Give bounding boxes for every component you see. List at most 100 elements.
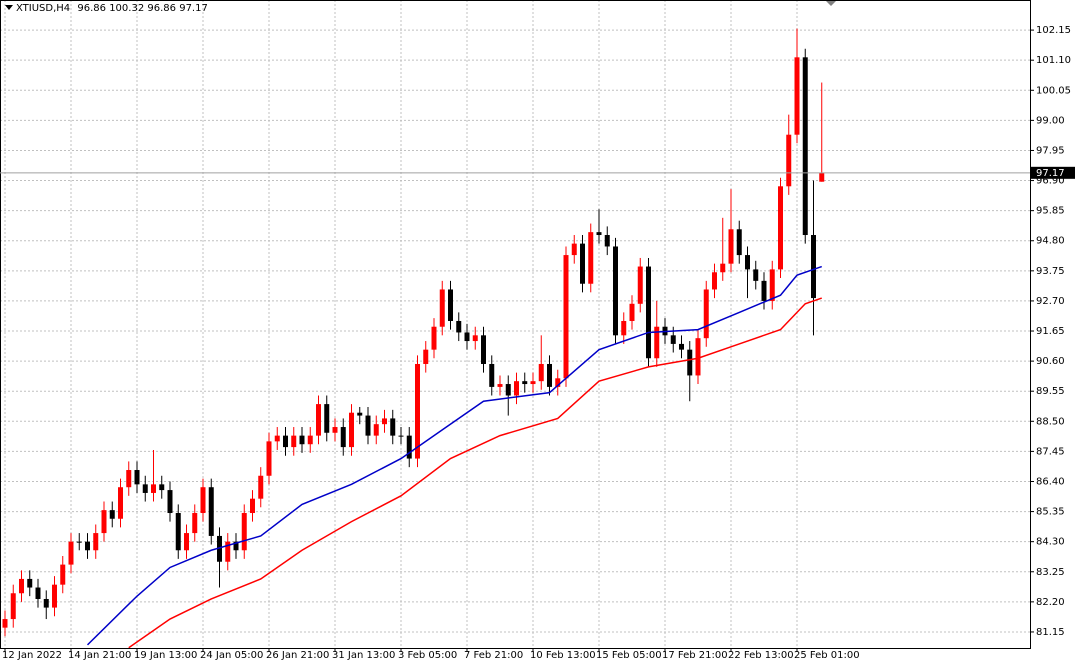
candle-body [596, 232, 602, 236]
candle-body [208, 487, 214, 536]
x-tick-label: 12 Jan 2022 [2, 650, 62, 661]
candle-body [283, 435, 288, 448]
x-tick-label: 3 Feb 05:00 [398, 650, 457, 661]
candle-body [68, 541, 74, 565]
candle-body [266, 441, 272, 476]
y-tick-label: 89.55 [1036, 386, 1065, 397]
candle-body [728, 229, 734, 264]
candle-body [571, 243, 577, 256]
candle-body [250, 498, 255, 514]
candle-body [175, 513, 181, 551]
candle-body [439, 289, 445, 327]
candle-body [613, 246, 618, 336]
candle-body [192, 513, 198, 534]
shift-marker [826, 1, 836, 6]
candle-body [431, 326, 437, 350]
y-tick-label: 86.40 [1036, 476, 1065, 487]
candle-body [373, 424, 379, 436]
header-open: 96.86 [77, 3, 106, 14]
candle-body [167, 490, 173, 514]
y-tick-label: 102.15 [1036, 25, 1071, 36]
plot-frame [0, 0, 1031, 649]
candle-body [778, 186, 783, 270]
candle-body [588, 232, 594, 284]
y-tick-label: 90.60 [1036, 356, 1065, 367]
candle-body [514, 381, 519, 396]
y-tick-label: 87.45 [1036, 446, 1065, 457]
ma-line [128, 297, 822, 648]
candle-body [802, 57, 808, 236]
x-tick-label: 26 Jan 21:00 [266, 650, 329, 661]
header-low: 96.86 [147, 3, 176, 14]
y-tick-label: 91.65 [1036, 326, 1065, 337]
candle-body [481, 335, 486, 364]
candle-body [349, 412, 354, 448]
y-tick-label: 96.90 [1036, 176, 1065, 187]
candle-body [307, 435, 313, 445]
header-high: 100.32 [109, 3, 144, 14]
candle-body [456, 320, 462, 333]
symbol: XTIUSD,H4 [16, 3, 70, 14]
candle-body [109, 510, 115, 519]
candle-body [357, 412, 363, 416]
candle-body [316, 404, 321, 436]
candle-body [415, 363, 420, 459]
x-tick-label: 24 Jan 05:00 [200, 650, 263, 661]
candle-body [654, 326, 660, 359]
candle-body [563, 255, 569, 379]
y-tick-label: 83.25 [1036, 567, 1065, 578]
candle-body [52, 584, 57, 608]
candle-body [258, 475, 264, 499]
y-tick-label: 85.35 [1036, 507, 1065, 518]
candle-body [497, 384, 503, 387]
candle-body [580, 243, 585, 284]
y-tick-label: 92.70 [1036, 296, 1065, 307]
current-price-label: 97.17 [1036, 168, 1065, 179]
x-tick-label: 25 Feb 01:00 [794, 650, 860, 661]
candle-body [769, 269, 775, 301]
candle-body [745, 255, 750, 270]
y-tick-label: 93.75 [1036, 266, 1065, 277]
candle-body [646, 266, 651, 359]
x-tick-label: 7 Feb 21:00 [464, 650, 523, 661]
x-tick-label: 17 Feb 21:00 [662, 650, 728, 661]
y-tick-label: 88.50 [1036, 416, 1065, 427]
candle-body [151, 484, 156, 493]
x-tick-label: 22 Feb 13:00 [728, 650, 794, 661]
candle-body [695, 338, 701, 376]
candle-body [76, 541, 82, 543]
candle-body [93, 533, 99, 551]
candle-body [142, 484, 148, 493]
candle-body [274, 435, 280, 442]
x-tick-label: 10 Feb 13:00 [530, 650, 596, 661]
candle-body [703, 289, 709, 339]
candle-body [200, 487, 206, 514]
candle-body [35, 587, 41, 599]
header-close: 97.17 [179, 3, 208, 14]
candle-body [10, 593, 16, 620]
candle-body [382, 418, 387, 425]
candle-body [19, 578, 24, 594]
candle-body [233, 541, 239, 551]
candle-body [712, 272, 717, 290]
candle-body [472, 335, 478, 342]
candle-body [324, 404, 330, 433]
plot-area [2, 28, 825, 648]
candle-body [225, 541, 231, 562]
candle-body [604, 235, 610, 247]
y-tick-label: 94.80 [1036, 236, 1065, 247]
current-price-box [1031, 166, 1075, 179]
candle-body [299, 435, 305, 445]
candle-body [505, 384, 511, 396]
candle-body [332, 427, 338, 433]
candle-body [241, 513, 247, 551]
candle-body [538, 363, 544, 382]
candle-body [786, 134, 792, 187]
header-icon [5, 5, 13, 10]
candle-body [340, 427, 346, 448]
candle-body [291, 435, 297, 448]
candle-body [736, 229, 742, 256]
candle-body [522, 381, 528, 385]
